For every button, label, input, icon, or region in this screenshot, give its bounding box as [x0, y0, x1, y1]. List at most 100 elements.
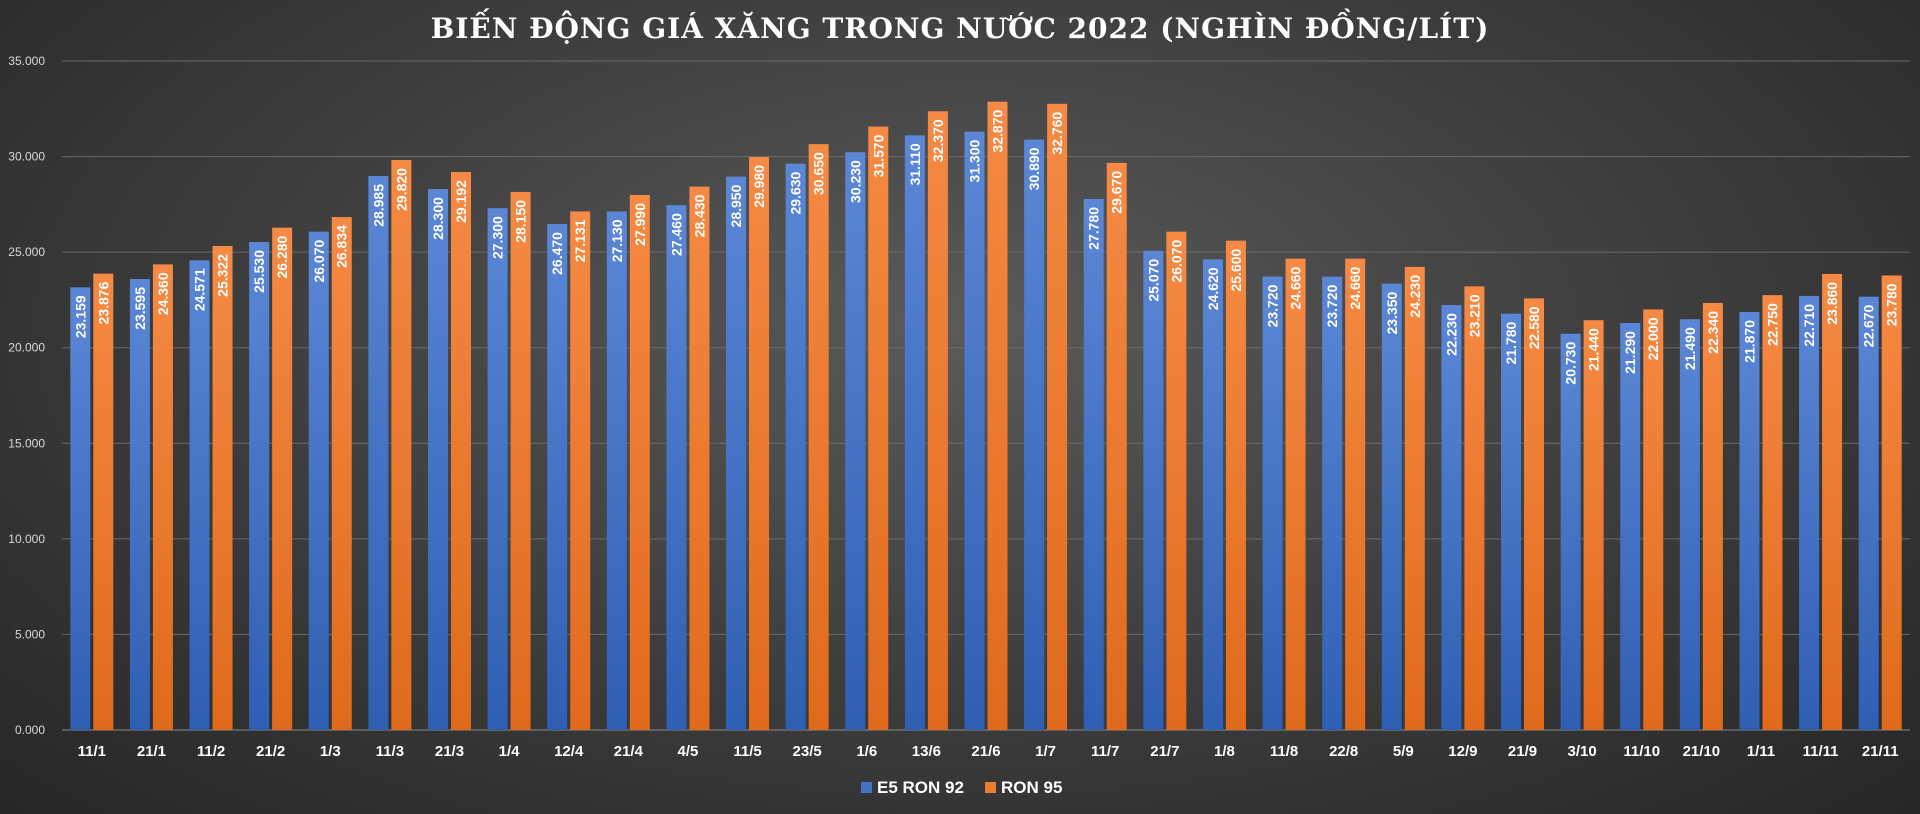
- x-tick-label: 21/4: [614, 743, 644, 760]
- data-label: 24.230: [1407, 275, 1423, 318]
- data-label: 29.670: [1109, 171, 1125, 214]
- bar-ron95: [1464, 286, 1485, 730]
- bar-e5-ron92: [1679, 319, 1700, 730]
- bar-e5-ron92: [70, 287, 91, 730]
- data-label: 21.440: [1586, 328, 1602, 371]
- x-axis: 11/1 21/1 11/2 21/2 1/3 11/3 21/3 1/4 12/4 21/4 4/…: [78, 743, 1899, 760]
- bar-e5-ron92: [666, 205, 687, 731]
- bar-ron95: [391, 160, 412, 731]
- bar-e5-ron92: [308, 231, 329, 731]
- bar-ron95: [1524, 298, 1545, 730]
- bar-e5-ron92: [1739, 311, 1760, 730]
- x-tick-label: 11/11: [1803, 743, 1839, 760]
- bar-e5-ron92: [1560, 333, 1581, 730]
- data-label: 31.300: [967, 140, 983, 183]
- x-tick-label: 21/2: [256, 743, 285, 760]
- bars: [70, 101, 1902, 731]
- data-label: 25.530: [251, 250, 267, 293]
- data-label: 23.720: [1324, 284, 1340, 327]
- bar-ron95: [450, 172, 471, 731]
- data-label: 32.760: [1049, 112, 1065, 155]
- data-label: 31.570: [870, 134, 886, 177]
- y-tick-label: 5.000: [15, 627, 45, 641]
- x-tick-label: 1/8: [1214, 743, 1235, 760]
- bar-ron95: [1106, 162, 1127, 730]
- bar-e5-ron92: [904, 135, 925, 731]
- bar-e5-ron92: [845, 152, 866, 730]
- data-label: 27.460: [668, 213, 684, 256]
- bar-ron95: [1285, 258, 1306, 730]
- bar-ron95: [1702, 302, 1723, 730]
- data-label: 28.950: [728, 184, 744, 227]
- data-label: 26.280: [274, 235, 290, 278]
- data-label: 23.595: [132, 287, 148, 330]
- bar-e5-ron92: [726, 176, 747, 731]
- data-label: 23.159: [72, 295, 88, 338]
- x-tick-label: 21/1: [137, 743, 166, 760]
- data-label: 28.430: [691, 194, 707, 237]
- data-label: 23.876: [95, 281, 111, 324]
- x-tick-label: 21/3: [435, 743, 464, 760]
- x-tick-label: 1/6: [856, 743, 877, 760]
- data-label: 25.600: [1228, 248, 1244, 291]
- x-tick-label: 22/8: [1329, 743, 1358, 760]
- bar-ron95: [1404, 266, 1425, 730]
- data-label: 22.710: [1801, 304, 1817, 347]
- x-tick-label: 11/1: [78, 743, 106, 760]
- data-label: 23.780: [1884, 283, 1900, 326]
- bar-ron95: [212, 245, 233, 731]
- x-tick-label: 11/7: [1091, 743, 1119, 760]
- legend-label: E5 RON 92: [877, 778, 964, 797]
- x-tick-label: 21/10: [1683, 743, 1721, 760]
- x-tick-label: 23/5: [793, 743, 822, 760]
- bar-ron95: [152, 264, 173, 730]
- bar-ron95: [331, 217, 352, 730]
- bar-e5-ron92: [1143, 250, 1164, 730]
- x-tick-label: 11/10: [1623, 743, 1660, 760]
- data-label: 28.985: [370, 184, 386, 227]
- bar-ron95: [1881, 275, 1902, 730]
- bar-ron95: [808, 144, 829, 730]
- data-label: 21.490: [1682, 327, 1698, 370]
- bar-e5-ron92: [785, 163, 806, 731]
- bar-e5-ron92: [1620, 323, 1641, 730]
- data-label: 30.650: [811, 152, 827, 195]
- bar-e5-ron92: [1083, 199, 1104, 731]
- data-label: 32.370: [930, 119, 946, 162]
- data-label: 22.340: [1705, 311, 1721, 354]
- data-label: 21.290: [1622, 331, 1638, 374]
- data-label: 22.750: [1764, 303, 1780, 346]
- data-label: 22.230: [1443, 313, 1459, 356]
- bar-ron95: [689, 186, 710, 730]
- data-label: 23.860: [1824, 282, 1840, 325]
- bar-e5-ron92: [1024, 139, 1045, 731]
- data-label: 26.070: [1168, 239, 1184, 282]
- data-label: 28.150: [513, 200, 529, 243]
- data-label: 24.660: [1347, 266, 1363, 309]
- bar-ron95: [749, 156, 770, 730]
- x-tick-label: 4/5: [678, 743, 699, 760]
- data-label: 21.780: [1503, 321, 1519, 364]
- bar-e5-ron92: [1381, 283, 1402, 730]
- bar-ron95: [510, 191, 531, 730]
- data-label: 25.322: [215, 254, 231, 297]
- data-labels: 23.159 23.876 23.595 24.360 24.571 25.322 25.5…: [72, 110, 1899, 385]
- x-tick-label: 11/5: [733, 743, 761, 760]
- bar-ron95: [1583, 320, 1604, 730]
- y-axis: 0.000 5.000 10.000 15.000 20.000 25.000 30.000…: [8, 54, 45, 737]
- data-label: 26.070: [311, 239, 327, 282]
- bar-e5-ron92: [1858, 296, 1879, 730]
- data-label: 24.571: [192, 268, 208, 311]
- bar-e5-ron92: [1322, 276, 1343, 730]
- data-label: 25.070: [1145, 259, 1161, 302]
- bar-ron95: [1166, 231, 1187, 731]
- data-label: 21.870: [1741, 320, 1757, 363]
- data-label: 23.720: [1265, 284, 1281, 327]
- bar-e5-ron92: [427, 189, 448, 730]
- legend: E5 RON 92 RON 95: [861, 778, 1062, 797]
- bar-e5-ron92: [1202, 259, 1223, 730]
- bar-e5-ron92: [487, 208, 508, 730]
- data-label: 22.000: [1645, 317, 1661, 360]
- data-label: 29.820: [393, 168, 409, 211]
- bar-ron95: [629, 194, 650, 730]
